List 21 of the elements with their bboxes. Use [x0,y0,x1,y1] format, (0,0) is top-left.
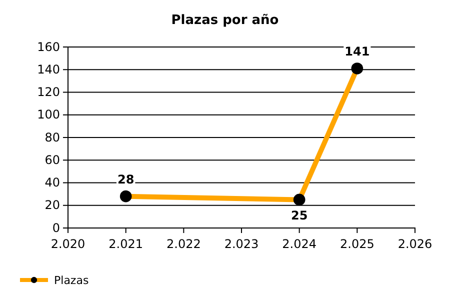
y-tick-label: 140 [37,62,60,76]
y-tick-label: 60 [44,152,60,167]
y-tick-label: 40 [44,176,60,190]
x-tick-label: 2.020 [50,237,86,251]
x-tick-label: 2.026 [398,237,432,251]
y-tick-label: 80 [44,130,60,144]
data-label: 25 [290,208,308,223]
x-tick-label: 2.024 [282,237,317,251]
y-tick-label: 20 [44,198,60,212]
x-tick-label: 2.022 [166,237,201,251]
data-label: 141 [344,44,370,58]
y-tick-label: 0 [52,220,60,235]
data-label: 28 [117,172,134,186]
y-tick-label: 100 [37,108,60,122]
x-tick-label: 2.021 [108,237,144,251]
legend-label: Plazas [54,274,89,287]
chart-title: Plazas por año [171,13,279,28]
y-tick-label: 160 [37,40,60,54]
x-tick-label: 2.025 [340,237,374,251]
x-tick-label: 2.023 [224,237,259,251]
y-tick-label: 120 [37,85,60,100]
